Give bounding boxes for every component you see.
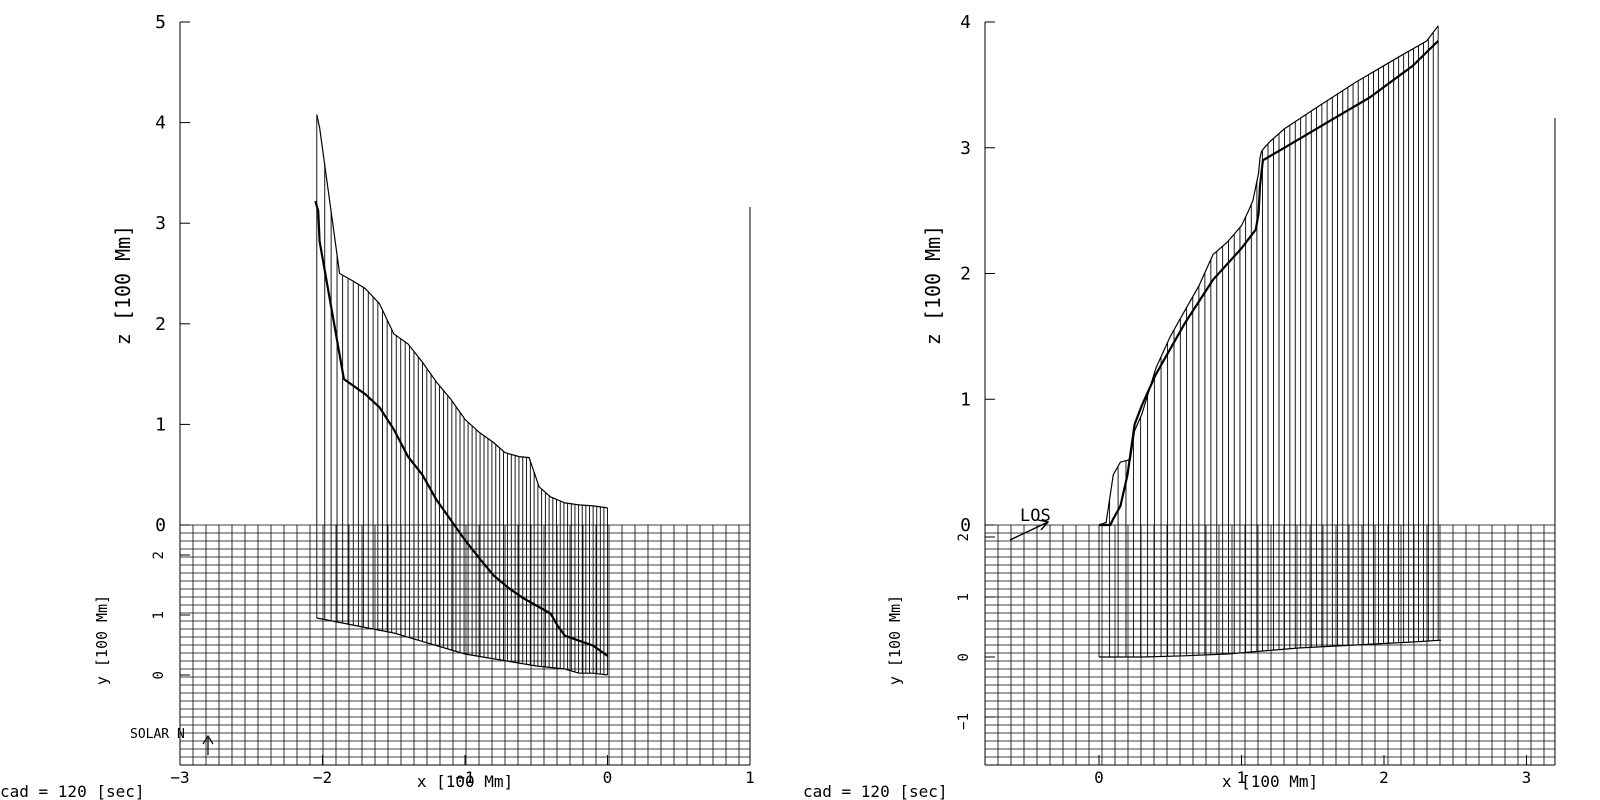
z-tick-label: 4: [155, 113, 166, 134]
caption-text: cad = 120 [sec]: [0, 782, 145, 800]
z-tick-label: 0: [960, 515, 971, 536]
x-tick-label: −1: [455, 768, 474, 787]
y-axis-label: y [100 Mm]: [93, 595, 111, 685]
y-tick-label: 1: [956, 593, 972, 601]
z-tick-label: 1: [155, 414, 166, 435]
x-axis-label: x [100 Mm]: [417, 772, 513, 791]
x-axis-label: x [100 Mm]: [1222, 772, 1318, 791]
y-tick-label: 0: [956, 653, 972, 661]
top-profile-line: [316, 114, 608, 509]
z-tick-label: 3: [960, 138, 971, 159]
y-tick-label: 1: [151, 611, 167, 619]
middle-profile-line: [1099, 40, 1439, 527]
y-tick-label: 0: [151, 671, 167, 679]
x-tick-label: 2: [1379, 768, 1389, 787]
los-arrowhead-icon: [1037, 519, 1050, 531]
z-tick-label: 4: [960, 12, 971, 33]
footprint-line: [316, 617, 608, 676]
z-tick-label: 2: [155, 314, 166, 335]
z-tick-label: 5: [155, 12, 166, 33]
x-tick-label: 0: [603, 768, 613, 787]
z-tick-label: 2: [960, 264, 971, 285]
z-tick-label: 3: [155, 213, 166, 234]
x-tick-label: 3: [1522, 768, 1532, 787]
y-axis-label: y [100 Mm]: [886, 595, 904, 685]
y-tick-label: −1: [956, 713, 972, 730]
z-tick-label: 1: [960, 389, 971, 410]
x-tick-label: 1: [745, 768, 755, 787]
x-tick-label: −2: [313, 768, 332, 787]
x-tick-label: 1: [1237, 768, 1247, 787]
footprint-line: [1099, 639, 1442, 658]
y-tick-label: 2: [956, 533, 972, 541]
annotation-text: SOLAR N: [130, 727, 185, 742]
north-arrowhead-icon: [202, 734, 214, 745]
z-tick-label: 0: [155, 515, 166, 536]
caption-text: cad = 120 [sec]: [803, 782, 948, 800]
z-axis-label: z [100 Mm]: [111, 225, 135, 345]
middle-profile-line: [314, 200, 609, 657]
x-tick-label: −3: [170, 768, 189, 787]
x-tick-label: 0: [1094, 768, 1104, 787]
top-profile-line: [1098, 25, 1439, 526]
left-panel: 0 1 2 3 4 5 0 1 2 −3 −2 −1 0 1 x [100 Mm] z [100 Mm] y […: [0, 12, 755, 800]
z-axis-label: z [100 Mm]: [921, 225, 945, 345]
los-arrow-icon: [1009, 521, 1049, 541]
y-tick-label: 2: [151, 551, 167, 559]
annotation-text: LOS: [1020, 506, 1051, 526]
